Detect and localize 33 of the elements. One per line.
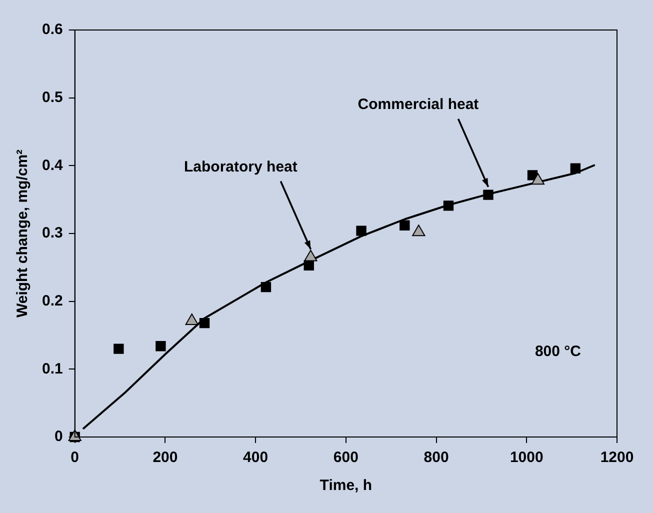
- x-tick-label: 200: [152, 449, 178, 466]
- point: [156, 341, 166, 352]
- y-tick-label: 0.2: [42, 292, 63, 310]
- y-axis-title: Weight change, mg/cm²: [14, 149, 32, 318]
- point: [304, 250, 318, 262]
- y-tick-label: 0.5: [42, 88, 63, 106]
- point: [114, 344, 124, 354]
- point: [483, 190, 494, 200]
- point: [304, 260, 314, 270]
- y-tick-label: 0.1: [42, 360, 63, 378]
- point: [570, 163, 581, 174]
- x-axis-title: Time, h: [320, 477, 372, 494]
- point: [356, 226, 366, 236]
- y-tick-label: 0.4: [42, 156, 64, 174]
- x-tick-label: 400: [243, 449, 268, 466]
- x-tick-label: 800: [424, 449, 449, 466]
- x-tick-label: 1200: [600, 449, 634, 466]
- point: [443, 200, 454, 211]
- point: [260, 282, 272, 292]
- point: [400, 220, 410, 230]
- y-tick-label: 0.6: [42, 21, 63, 38]
- x-tick-label: 1000: [510, 449, 544, 466]
- x-tick-label: 0: [70, 449, 80, 466]
- annotation: Laboratory heat: [184, 158, 298, 176]
- point: [199, 318, 210, 328]
- point: [412, 224, 426, 236]
- point: [531, 173, 544, 185]
- annotation: Commercial heat: [358, 96, 479, 113]
- point: [185, 314, 198, 326]
- annotation: 800 °C: [534, 343, 582, 360]
- x-tick-label: 600: [333, 449, 358, 466]
- y-tick-label: 0: [54, 428, 63, 446]
- y-tick-label: 0.3: [42, 224, 63, 242]
